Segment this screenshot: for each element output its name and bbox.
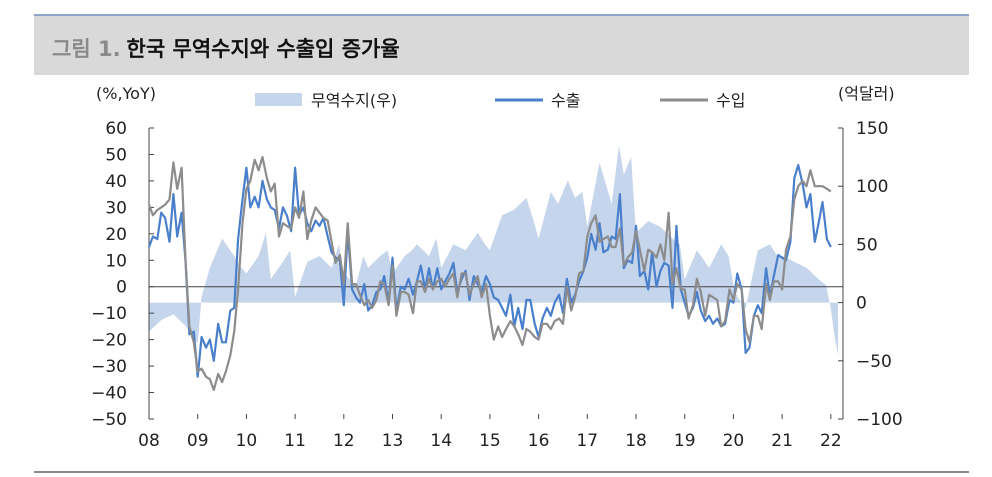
trade-balance-area [149,145,839,355]
right-axis-tick-label: 50 [856,235,878,255]
x-axis-tick-label: 16 [528,431,550,451]
left-axis-tick-label: −20 [91,331,127,351]
legend-trade-balance-label: 무역수지(우) [311,91,397,110]
lines-layer [147,156,832,391]
legend: 무역수지(우) 수출 수입 [255,91,745,110]
x-axis-tick-label: 19 [674,431,696,451]
right-axis-tick-label: 0 [856,294,867,314]
import-growth-line [147,156,832,391]
x-axis-tick-label: 12 [333,431,355,451]
axes-layer: 6050403020100−10−20−30−40−50150100500−50… [91,84,903,451]
right-axis-tick-label: −100 [856,410,903,430]
figure-title: 그림 1. 한국 무역수지와 수출입 증가율 [52,33,400,63]
x-axis-tick-label: 18 [625,431,647,451]
export-growth-line [147,163,832,378]
left-axis-tick-label: 30 [105,198,127,218]
figure-number: 그림 1. [52,37,121,61]
x-axis-tick-label: 10 [236,431,258,451]
left-axis-tick-label: −30 [91,357,127,377]
x-axis-tick-label: 20 [723,431,745,451]
legend-trade-balance-swatch [255,93,302,106]
x-axis-tick-label: 14 [430,431,452,451]
left-axis-tick-label: 20 [105,225,127,245]
left-axis-tick-label: −40 [91,384,127,404]
legend-imports-label: 수입 [716,91,745,110]
x-axis-tick-label: 17 [576,431,598,451]
x-axis-tick-label: 15 [479,431,501,451]
x-axis-tick-label: 21 [771,431,793,451]
right-axis-tick-label: 100 [856,177,888,197]
figure-title-text: 한국 무역수지와 수출입 증가율 [126,37,400,61]
figure-title-bar [34,16,969,75]
left-axis-tick-label: 40 [105,172,127,192]
footer-rule [34,471,969,473]
x-axis-tick-label: 22 [820,431,842,451]
x-axis-tick-label: 13 [382,431,404,451]
trade-balance-area-layer [149,145,839,355]
left-axis-tick-label: 0 [116,278,127,298]
x-axis-tick-label: 08 [138,431,160,451]
left-axis-tick-label: −50 [91,410,127,430]
left-axis-tick-label: 10 [105,251,127,271]
x-axis-tick-label: 11 [284,431,306,451]
right-axis-unit: (억달러) [838,84,895,103]
x-axis-tick-label: 09 [187,431,209,451]
left-axis-unit: (%,YoY) [96,84,156,103]
legend-exports-label: 수출 [551,91,580,110]
left-axis-tick-label: 50 [105,145,127,165]
left-axis-tick-label: −10 [91,304,127,324]
right-axis-tick-label: 150 [856,119,888,139]
left-axis-tick-label: 60 [105,119,127,139]
header-top-rule [34,14,969,16]
right-axis-tick-label: −50 [856,352,892,372]
